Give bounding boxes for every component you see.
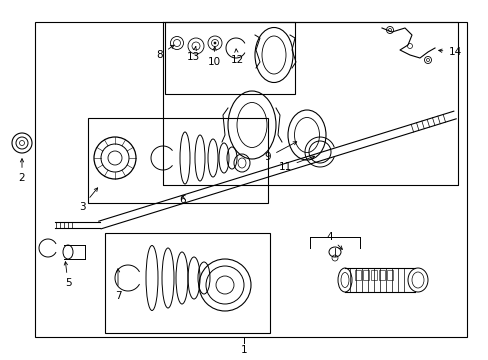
Text: 10: 10 [207, 47, 220, 67]
Text: 6: 6 [179, 195, 186, 205]
Bar [354, 270, 360, 280]
Bar [164, 22, 294, 94]
Text: 2: 2 [19, 159, 25, 183]
Text: 11: 11 [278, 156, 314, 172]
Bar [362, 270, 368, 280]
Text: 1: 1 [240, 345, 247, 355]
Text: 12: 12 [230, 49, 243, 65]
Text: 8: 8 [156, 45, 174, 60]
Ellipse shape [214, 42, 216, 44]
Bar [386, 270, 392, 280]
Bar [378, 270, 384, 280]
Text: 3: 3 [79, 188, 98, 212]
Bar [105, 233, 269, 333]
Bar [35, 22, 466, 337]
Text: 4: 4 [326, 232, 342, 249]
Bar [88, 118, 267, 203]
Bar [370, 270, 376, 280]
Text: 5: 5 [64, 262, 71, 288]
Text: 9: 9 [264, 142, 296, 162]
Text: 14: 14 [438, 47, 461, 57]
Text: 7: 7 [115, 269, 121, 301]
Text: 13: 13 [186, 46, 199, 62]
